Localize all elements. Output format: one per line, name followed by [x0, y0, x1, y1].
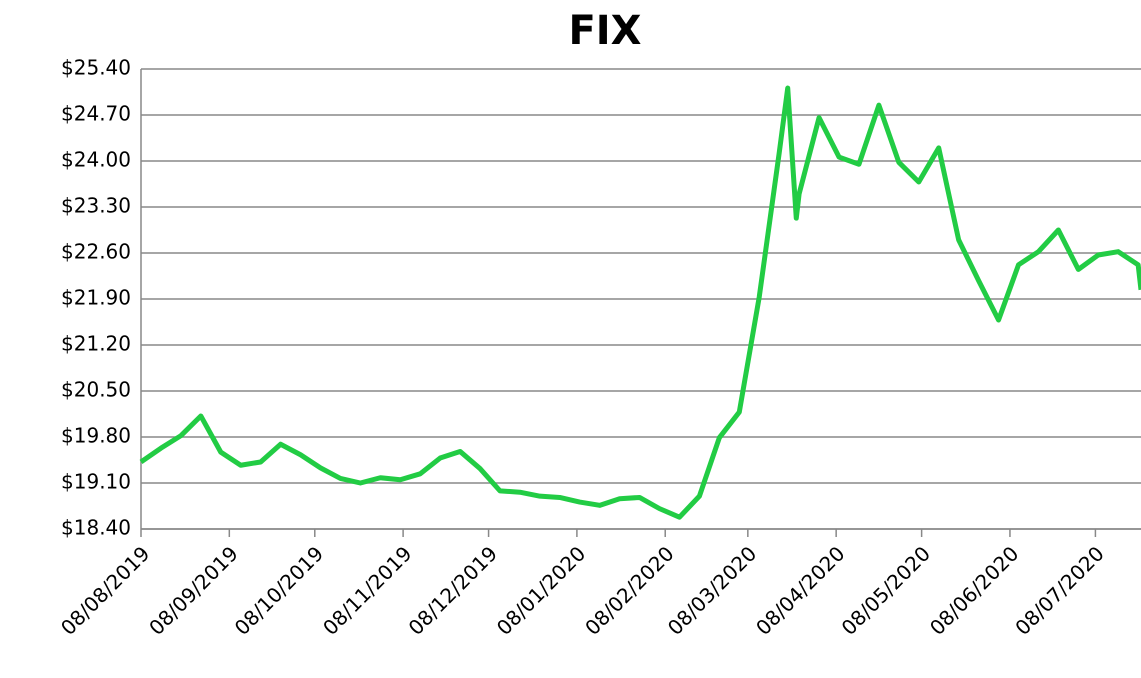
- x-tick-label: 08/07/2020: [1010, 541, 1108, 639]
- x-tick-label: 08/04/2020: [751, 541, 849, 639]
- x-tick-label: 08/06/2020: [925, 541, 1023, 639]
- x-tick-label: 08/01/2020: [492, 541, 590, 639]
- y-tick-label: $21.90: [61, 286, 131, 310]
- y-tick-label: $19.80: [61, 424, 131, 448]
- line-series: [139, 85, 1141, 520]
- chart-title: FIX: [568, 8, 641, 54]
- x-tick-label: 08/03/2020: [663, 541, 761, 639]
- y-tick-label: $23.30: [61, 194, 131, 218]
- x-tick-label: 08/09/2019: [144, 541, 242, 639]
- y-tick-label: $24.70: [61, 102, 131, 126]
- y-tick-label: $19.10: [61, 470, 131, 494]
- y-tick-label: $21.20: [61, 332, 131, 356]
- y-tick-label: $18.40: [61, 516, 131, 540]
- x-tick-label: 08/10/2019: [230, 541, 328, 639]
- x-tick-label: 08/12/2019: [404, 541, 502, 639]
- y-tick-label: $20.50: [61, 378, 131, 402]
- y-tick-label: $22.60: [61, 240, 131, 264]
- x-tick-label: 08/08/2019: [56, 541, 154, 639]
- y-tick-label: $25.40: [61, 56, 131, 80]
- y-tick-label: $24.00: [61, 148, 131, 172]
- x-tick-label: 08/11/2019: [318, 541, 416, 639]
- x-tick-label: 08/05/2020: [837, 541, 935, 639]
